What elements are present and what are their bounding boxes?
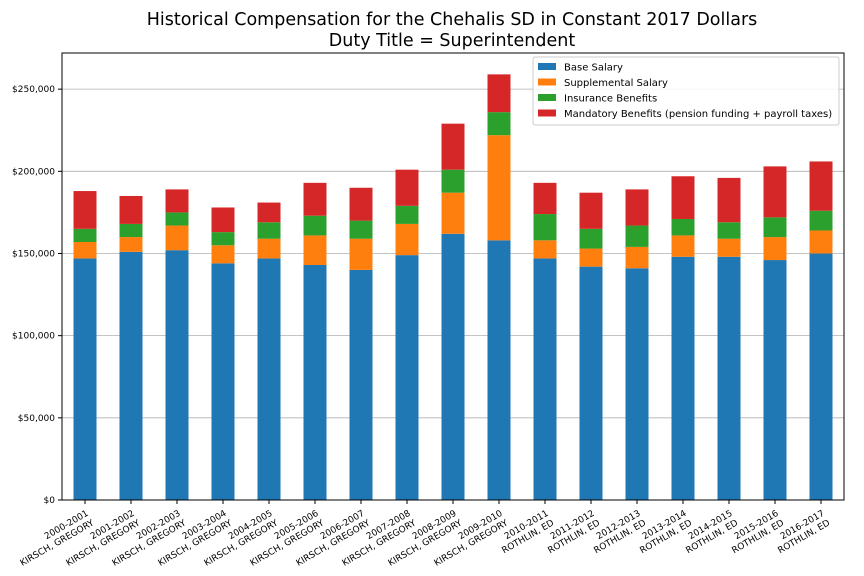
bar-segment	[257, 222, 281, 239]
y-tick-label: $200,000	[12, 167, 55, 177]
bar-segment	[763, 217, 787, 238]
bar-segment	[257, 258, 281, 500]
chart-title-line-2: Duty Title = Superintendent	[329, 31, 576, 51]
bar-segment	[119, 223, 143, 238]
bar-segment	[671, 256, 695, 500]
bar-segment	[211, 263, 235, 500]
bar-segment	[303, 235, 327, 265]
bar-segment	[211, 207, 235, 233]
y-tick-label: $100,000	[12, 332, 55, 342]
bar-segment	[349, 187, 373, 221]
bar-segment	[165, 250, 189, 500]
bar-segment	[809, 230, 833, 254]
bar-segment	[165, 212, 189, 226]
bar-segment	[73, 228, 97, 242]
bar-segment	[809, 210, 833, 231]
bar-segment	[303, 215, 327, 236]
bar-segment	[717, 256, 741, 500]
legend-box	[532, 56, 840, 126]
bar-segment	[533, 182, 557, 215]
bar-segment	[487, 240, 511, 500]
bar-segment	[763, 260, 787, 500]
bar-segment	[73, 258, 97, 500]
bar-segment	[487, 74, 511, 113]
bar-segment	[763, 237, 787, 261]
bar-segment	[487, 112, 511, 136]
bar-segment	[303, 264, 327, 500]
bar-segment	[763, 166, 787, 218]
bar-segment	[349, 220, 373, 239]
bar-segment	[579, 248, 603, 267]
bar-segment	[257, 238, 281, 259]
legend-swatch	[538, 63, 556, 70]
bar-segment	[441, 192, 465, 234]
bar-segment	[717, 238, 741, 257]
bar-segment	[533, 258, 557, 500]
y-tick-label: $0	[44, 496, 56, 506]
bar-segment	[579, 266, 603, 500]
bar-segment	[625, 268, 649, 500]
legend-label: Mandatory Benefits (pension funding + pa…	[564, 109, 832, 120]
bar-segment	[349, 269, 373, 500]
legend-swatch	[538, 109, 556, 117]
bar-segment	[73, 241, 97, 259]
bars	[73, 74, 833, 500]
bar-segment	[119, 237, 143, 252]
legend-label: Insurance Benefits	[564, 94, 657, 105]
legend-label: Supplemental Salary	[564, 78, 668, 89]
bar-segment	[533, 214, 557, 241]
bar-segment	[625, 189, 649, 226]
bar-segment	[73, 191, 97, 229]
bar-segment	[717, 177, 741, 223]
bar-segment	[809, 253, 833, 500]
bar-segment	[395, 223, 419, 256]
bar-segment	[211, 232, 235, 246]
bar-segment	[625, 246, 649, 269]
bar-segment	[533, 240, 557, 259]
bar-segment	[671, 235, 695, 257]
bar-segment	[395, 205, 419, 224]
bar-segment	[579, 192, 603, 229]
bar-segment	[441, 233, 465, 500]
bar-segment	[671, 218, 695, 236]
bar-segment	[165, 225, 189, 251]
y-tick-label: $150,000	[12, 249, 55, 259]
bar-segment	[441, 123, 465, 170]
bar-segment	[211, 245, 235, 264]
y-axis: $0 $50,000 $100,000 $150,000 $200,000 $250,00…	[12, 85, 62, 506]
legend-swatch	[538, 78, 556, 86]
bar-segment	[395, 255, 419, 500]
bar-segment	[395, 169, 419, 206]
chart-title-line-1: Historical Compensation for the Chehalis…	[147, 10, 758, 30]
bar-segment	[119, 195, 143, 224]
bar-segment	[257, 202, 281, 223]
legend-swatch	[538, 94, 556, 101]
bar-segment	[165, 189, 189, 213]
bar-segment	[119, 251, 143, 500]
bar-segment	[579, 228, 603, 249]
bar-segment	[441, 169, 465, 193]
y-tick-label: $250,000	[12, 85, 55, 95]
bar-segment	[303, 182, 327, 216]
bar-segment	[625, 225, 649, 247]
bar-segment	[671, 176, 695, 219]
legend-label: Base Salary	[564, 63, 623, 74]
bar-segment	[809, 161, 833, 211]
bar-segment	[349, 238, 373, 270]
legend: Base Salary Supplemental Salary Insurance …	[532, 56, 840, 126]
bar-segment	[717, 222, 741, 239]
bar-segment	[487, 135, 511, 241]
y-tick-label: $50,000	[18, 414, 55, 424]
